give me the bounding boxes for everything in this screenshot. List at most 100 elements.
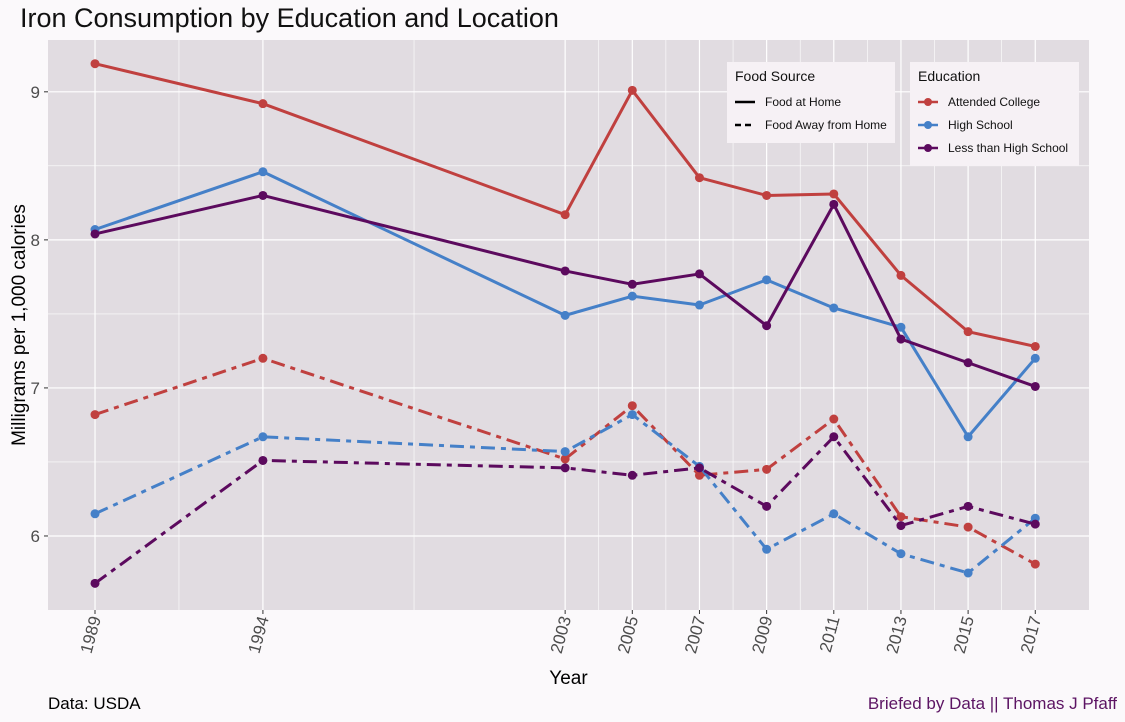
data-point <box>762 544 772 554</box>
data-point <box>829 432 839 442</box>
data-point <box>896 334 906 344</box>
data-point <box>90 410 100 420</box>
x-axis-title: Year <box>549 668 588 689</box>
series-line <box>94 435 1036 585</box>
data-point <box>963 501 973 511</box>
data-point <box>762 321 772 331</box>
solid-line-key-icon <box>735 100 755 103</box>
data-point <box>896 270 906 280</box>
data-point <box>1030 341 1040 351</box>
y-tick-label: 6 <box>31 527 40 546</box>
legend-label: High School <box>948 117 1013 132</box>
data-point <box>258 353 268 363</box>
data-point <box>90 578 100 588</box>
data-point <box>829 509 839 519</box>
x-tick-label: 1994 <box>245 614 273 655</box>
x-tick-label: 2015 <box>950 614 978 655</box>
x-tick-label: 2009 <box>748 614 776 655</box>
legend-edu-title: Education <box>918 68 981 84</box>
data-point <box>694 269 704 279</box>
data-point <box>627 85 637 95</box>
x-tick-label: 2011 <box>816 614 844 654</box>
data-point <box>560 210 570 220</box>
data-point <box>627 410 637 420</box>
data-point <box>627 401 637 411</box>
data-point <box>1030 353 1040 363</box>
data-point <box>627 279 637 289</box>
data-point <box>560 447 570 457</box>
series-line <box>94 170 1037 439</box>
x-tick-label: 2013 <box>883 614 911 655</box>
y-axis-title: Milligrams per 1,000 calories <box>9 204 30 446</box>
series-attended-college-solid <box>90 59 1040 351</box>
legend-label: Attended College <box>948 94 1041 109</box>
data-point <box>829 414 839 424</box>
data-point <box>694 300 704 310</box>
data-point <box>963 568 973 578</box>
data-point <box>896 512 906 522</box>
y-tick-label: 9 <box>31 83 40 102</box>
legend-item-attended-college: Attended College <box>918 90 1071 113</box>
data-point <box>694 173 704 183</box>
data-point <box>762 501 772 511</box>
data-point <box>258 167 268 177</box>
data-point <box>90 59 100 69</box>
series-line <box>94 62 1036 348</box>
data-point <box>963 432 973 442</box>
data-point <box>1030 381 1040 391</box>
series-less-than-high-school-dashed <box>90 432 1040 588</box>
y-tick-label: 7 <box>31 379 40 398</box>
legend-food-source: Food Source Food at Home Food Away from … <box>727 62 895 143</box>
x-tick-label: 2005 <box>614 614 642 655</box>
data-point <box>560 454 570 464</box>
legend-food-title: Food Source <box>735 68 816 84</box>
data-point <box>896 322 906 332</box>
data-point <box>896 549 906 559</box>
legend-label: Food at Home <box>765 94 842 109</box>
data-point <box>829 189 839 199</box>
data-point <box>560 266 570 276</box>
author-credit: Briefed by Data || Thomas J Pfaff <box>867 694 1117 713</box>
legend-item-high-school: High School <box>918 113 1071 136</box>
legend-label: Food Away from Home <box>765 117 887 132</box>
legend-item-food-away: Food Away from Home <box>735 113 887 136</box>
legend-item-food-at-home: Food at Home <box>735 90 887 113</box>
x-tick-label: 2017 <box>1017 614 1045 655</box>
data-point <box>627 291 637 301</box>
line-point-key-icon <box>918 143 938 152</box>
data-point <box>258 99 268 109</box>
data-point <box>694 470 704 480</box>
data-point <box>963 358 973 368</box>
x-tick-label: 1989 <box>77 614 105 655</box>
data-point <box>762 190 772 200</box>
series-line <box>94 356 1036 566</box>
legend-item-less-than-high-school: Less than High School <box>918 136 1071 159</box>
data-point <box>258 432 268 442</box>
data-point <box>963 327 973 337</box>
data-point <box>1030 519 1040 529</box>
data-point <box>829 199 839 209</box>
x-tick-label: 2007 <box>681 614 709 655</box>
legend-label: Less than High School <box>948 140 1069 155</box>
data-point <box>90 229 100 239</box>
data-point <box>627 470 637 480</box>
line-point-key-icon <box>918 97 938 106</box>
series-line <box>94 193 1036 388</box>
data-point <box>762 464 772 474</box>
data-source-note: Data: USDA <box>48 694 141 713</box>
data-point <box>90 509 100 519</box>
data-point <box>258 455 268 465</box>
dashed-line-key-icon <box>735 123 755 126</box>
data-point <box>1030 559 1040 569</box>
data-point <box>762 275 772 285</box>
data-point <box>694 463 704 473</box>
chart-title: Iron Consumption by Education and Locati… <box>20 3 559 33</box>
data-point <box>560 463 570 473</box>
y-tick-label: 8 <box>31 231 40 250</box>
series-line <box>94 413 1037 575</box>
data-point <box>896 521 906 531</box>
x-tick-label: 2003 <box>547 614 575 655</box>
data-point <box>963 522 973 532</box>
data-point <box>829 303 839 313</box>
series-attended-college-dashed <box>90 353 1040 569</box>
